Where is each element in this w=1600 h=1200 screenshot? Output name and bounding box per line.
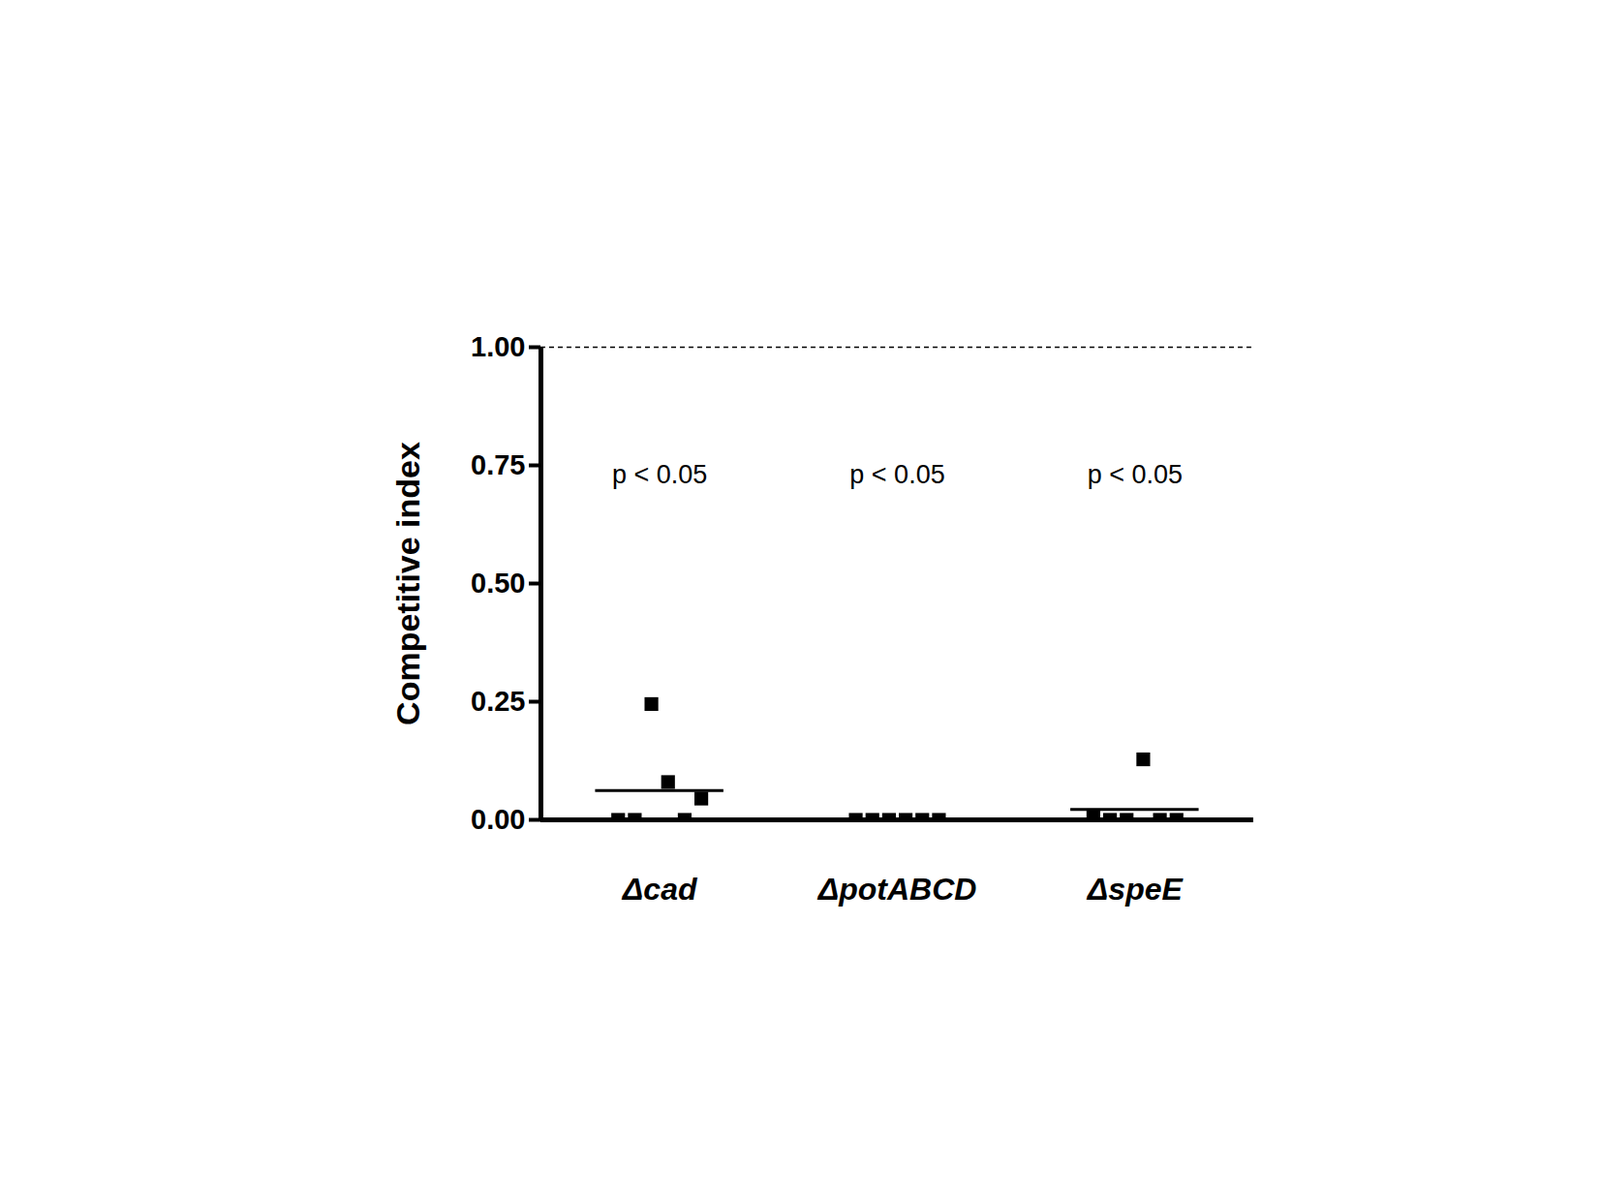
svg-text:Δcad: Δcad [621,871,699,907]
svg-text:0.25: 0.25 [470,685,525,717]
svg-text:1.00: 1.00 [470,331,525,363]
svg-text:p < 0.05: p < 0.05 [849,460,945,490]
svg-text:0.50: 0.50 [470,567,525,599]
svg-text:p < 0.05: p < 0.05 [612,460,708,490]
svg-text:Competitive index: Competitive index [389,441,427,726]
svg-text:p < 0.05: p < 0.05 [1087,460,1183,490]
svg-text:ΔspeE: ΔspeE [1086,871,1185,907]
svg-text:ΔpotABCD: ΔpotABCD [817,871,978,907]
svg-text:0.00: 0.00 [470,803,525,835]
svg-text:0.75: 0.75 [470,449,525,481]
